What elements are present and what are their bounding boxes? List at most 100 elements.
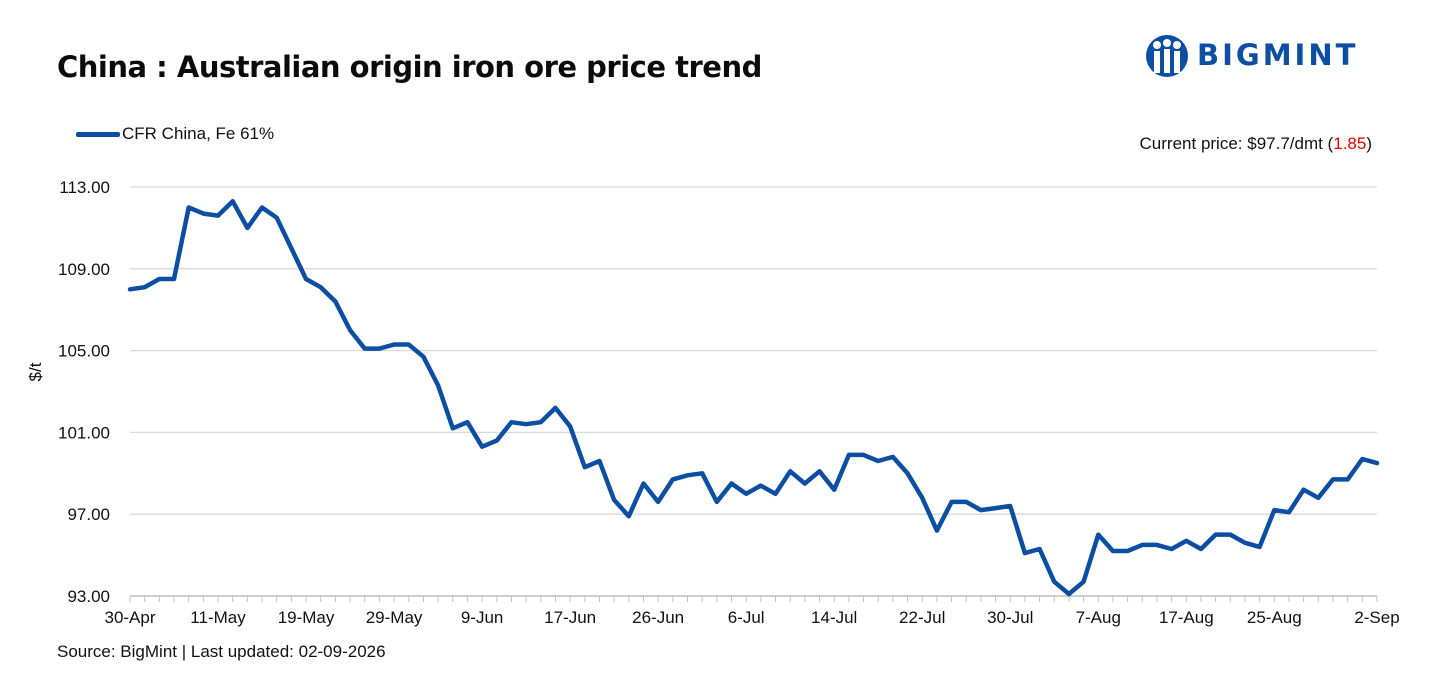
x-tick-label: 2-Sep <box>1354 608 1399 627</box>
data-point <box>597 459 601 463</box>
data-point <box>1008 504 1012 508</box>
data-point <box>421 355 425 359</box>
data-point <box>392 342 396 346</box>
data-point <box>1037 547 1041 551</box>
data-point <box>157 277 161 281</box>
data-point <box>1096 532 1100 536</box>
data-point <box>1184 539 1188 543</box>
data-point <box>1140 543 1144 547</box>
data-point <box>817 469 821 473</box>
data-point <box>773 492 777 496</box>
data-point <box>1169 547 1173 551</box>
y-tick-label: 109.00 <box>58 260 110 279</box>
data-point <box>539 420 543 424</box>
data-point <box>1081 579 1085 583</box>
data-point <box>1272 508 1276 512</box>
data-point <box>524 422 528 426</box>
data-point <box>671 477 675 481</box>
data-point <box>1199 547 1203 551</box>
data-point <box>275 215 279 219</box>
data-point <box>1125 549 1129 553</box>
data-point <box>465 420 469 424</box>
data-point <box>583 465 587 469</box>
data-point <box>1052 579 1056 583</box>
data-point <box>803 481 807 485</box>
current-price: Current price: $97.7/dmt (1.85) <box>1140 134 1372 154</box>
data-point <box>230 199 234 203</box>
data-point <box>480 445 484 449</box>
x-tick-label: 30-Jul <box>987 608 1033 627</box>
data-point <box>348 328 352 332</box>
data-point <box>612 498 616 502</box>
data-point <box>744 492 748 496</box>
x-tick-label: 6-Jul <box>728 608 765 627</box>
data-point <box>1257 545 1261 549</box>
series-layer <box>127 199 1380 597</box>
y-tick-label: 93.00 <box>67 587 110 606</box>
data-point <box>700 471 704 475</box>
series-line-cfr-china-fe61 <box>127 199 1380 597</box>
data-point <box>905 471 909 475</box>
data-point <box>186 205 190 209</box>
data-point <box>759 483 763 487</box>
data-point <box>1301 487 1305 491</box>
data-point <box>451 426 455 430</box>
data-point <box>142 285 146 289</box>
data-point <box>1331 477 1335 481</box>
y-axis-ticks: 113.00 109.00 105.00 101.00 97.00 93.00 <box>58 178 110 606</box>
data-point <box>788 469 792 473</box>
chart-legend: CFR China, Fe 61% <box>76 124 274 144</box>
x-tick-label: 26-Jun <box>632 608 684 627</box>
data-point <box>363 346 367 350</box>
data-point <box>553 406 557 410</box>
y-tick-label: 113.00 <box>59 178 110 197</box>
data-point <box>832 487 836 491</box>
data-point <box>1243 541 1247 545</box>
data-point <box>861 453 865 457</box>
data-point <box>377 346 381 350</box>
x-tick-label: 14-Jul <box>811 608 857 627</box>
data-point <box>260 205 264 209</box>
data-point <box>964 500 968 504</box>
current-price-label: Current price: $97.7/dmt ( <box>1139 134 1334 153</box>
x-tick-label: 9-Jun <box>461 608 504 627</box>
data-point <box>509 420 513 424</box>
data-point <box>715 500 719 504</box>
legend-swatch <box>76 131 120 137</box>
data-point <box>1345 477 1349 481</box>
x-tick-label: 25-Aug <box>1247 608 1302 627</box>
brand-name: BIGMINT <box>1197 38 1359 72</box>
data-point <box>1287 510 1291 514</box>
data-point <box>656 500 660 504</box>
y-axis-label: $/t <box>26 362 45 381</box>
x-tick-label: 29-May <box>366 608 423 627</box>
source-note: Source: BigMint | Last updated: 02-09-20… <box>57 642 386 661</box>
data-point <box>627 514 631 518</box>
data-point <box>979 508 983 512</box>
data-point <box>685 473 689 477</box>
current-price-change: 1.85 <box>1333 134 1367 153</box>
data-point <box>1155 543 1159 547</box>
x-tick-label: 11-May <box>190 608 246 627</box>
data-point <box>993 506 997 510</box>
data-point <box>847 453 851 457</box>
x-tick-label: 17-Aug <box>1159 608 1214 627</box>
data-point <box>935 528 939 532</box>
data-point <box>1067 592 1071 596</box>
x-tick-label: 17-Jun <box>544 608 596 627</box>
chart-title: China : Australian origin iron ore price… <box>57 50 762 84</box>
x-axis: 30-Apr 11-May 19-May 29-May 9-Jun 17-Jun 26-Ju… <box>104 595 1400 627</box>
data-point <box>495 438 499 442</box>
data-point <box>949 500 953 504</box>
data-point <box>289 246 293 250</box>
brand-logo: BIGMINT <box>1145 30 1370 82</box>
data-point <box>920 496 924 500</box>
data-point <box>1111 549 1115 553</box>
data-point <box>172 277 176 281</box>
data-point <box>568 424 572 428</box>
data-point <box>1316 496 1320 500</box>
x-tick-label: 30-Apr <box>104 608 155 627</box>
data-point <box>729 481 733 485</box>
x-tick-label: 22-Jul <box>899 608 945 627</box>
